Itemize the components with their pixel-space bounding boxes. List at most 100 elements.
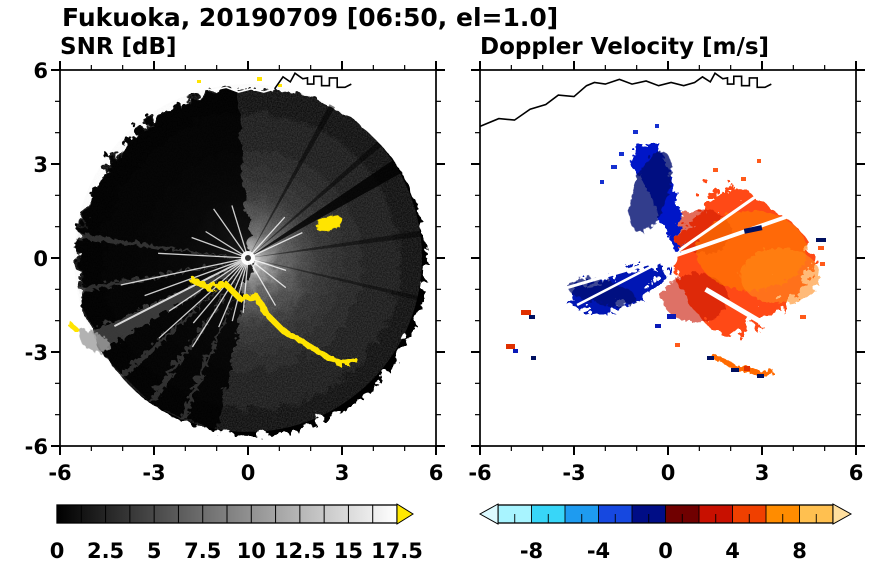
gray-ray — [76, 258, 248, 292]
doppler-south-specks — [655, 314, 676, 328]
echo-speck — [506, 344, 515, 349]
snr-ytick-label: 3 — [33, 153, 48, 177]
doppler-coastline — [480, 72, 772, 128]
navy-patch — [627, 148, 671, 230]
doppler-xtick-label: 6 — [849, 461, 864, 485]
dark-spoke — [248, 160, 401, 258]
snr-coastline-white — [174, 84, 275, 93]
echo-speck — [713, 168, 718, 172]
gray-ray — [75, 230, 248, 258]
echo-speck — [707, 356, 714, 360]
echo-speck — [675, 343, 680, 347]
snr-xtick-label: 3 — [335, 461, 350, 485]
doppler-axis-ticks — [471, 61, 865, 455]
snr-radar-site-dot — [245, 255, 251, 261]
snr-colorbar-tick-label: 10 — [237, 539, 266, 563]
snr-coastline-harbor — [273, 72, 352, 90]
doppler-clutter-specks — [707, 356, 764, 378]
doppler-colorbar-overflow-arrow — [832, 503, 853, 525]
navy-dash-echo — [816, 238, 826, 242]
snr-top-specks — [197, 77, 282, 87]
dark-spoke — [248, 141, 382, 258]
dark-spoke — [248, 230, 421, 258]
doppler-southwest-specks — [506, 310, 536, 360]
snr-rim-echo-blob — [78, 328, 111, 351]
doppler-colorbar-tick-label: 0 — [658, 539, 673, 563]
snr-ytick-label: 0 — [33, 247, 48, 271]
doppler-clutter-arc — [707, 351, 772, 376]
echo-speck — [820, 262, 825, 266]
echo-speck — [197, 80, 201, 83]
gray-ray — [145, 258, 248, 403]
echo-speck — [600, 180, 604, 184]
echo-speck — [655, 324, 661, 328]
orange-patch — [737, 245, 818, 302]
echo-speck — [531, 356, 536, 360]
doppler-plot-area — [480, 72, 826, 378]
doppler-blue-specks — [600, 124, 659, 184]
echo-speck — [744, 366, 750, 371]
dark-spoke — [248, 258, 418, 301]
snr-shadow-sector-west — [74, 84, 248, 429]
doppler-xtick-label: 0 — [661, 461, 676, 485]
snr-plot-area — [66, 72, 422, 432]
echo-speck — [257, 77, 262, 81]
doppler-positive-patches — [660, 207, 818, 320]
snr-colorbar-tick-label: 12.5 — [274, 539, 326, 563]
figure-title: Fukuoka, 20190709 [06:50, el=1.0] — [62, 3, 558, 32]
dark-spoke — [248, 104, 335, 258]
echo-speck — [278, 84, 282, 87]
snr-gray-beam-cone — [89, 258, 248, 351]
snr-xtick-label: -3 — [142, 461, 165, 485]
doppler-colorbar-tick-label: 4 — [725, 539, 740, 563]
snr-ytick-label: 6 — [33, 59, 48, 83]
echo-speck — [655, 124, 659, 128]
doppler-xtick-label: -3 — [562, 461, 585, 485]
navy-dash-echo — [743, 225, 763, 234]
echo-speck — [757, 374, 764, 378]
snr-colorbar-overflow-arrow — [396, 503, 414, 525]
dark-red-patch — [660, 271, 726, 320]
snr-axis-ticks — [51, 61, 445, 455]
snr-colorbar-tick-label: 15 — [334, 539, 363, 563]
snr-panel-title: SNR [dB] — [60, 34, 177, 60]
snr-xtick-label: 6 — [429, 461, 444, 485]
doppler-colorbar-tick-label: 8 — [792, 539, 807, 563]
snr-clutter-segment — [66, 320, 79, 333]
echo-speck — [757, 159, 761, 163]
snr-colorbar-tick-label: 7.5 — [184, 539, 221, 563]
snr-dark-spokes — [248, 104, 421, 301]
echo-speck — [521, 310, 531, 315]
echo-speck — [667, 314, 676, 319]
snr-colorbar-tick-label: 17.5 — [371, 539, 423, 563]
snr-clutter-arc — [187, 274, 356, 365]
doppler-colorbar-tick-label: -4 — [587, 539, 610, 563]
snr-strong-echo — [312, 213, 340, 231]
doppler-xtick-label: -6 — [468, 461, 491, 485]
snr-colorbar-tick-label: 2.5 — [87, 539, 124, 563]
doppler-white-gap-rays-sw — [561, 256, 669, 307]
doppler-edge-specks — [675, 159, 825, 347]
echo-speck — [611, 165, 617, 169]
snr-xtick-label: 0 — [241, 461, 256, 485]
doppler-colorbar-underflow-arrow — [478, 503, 499, 525]
echo-speck — [818, 246, 824, 250]
snr-colorbar-group: 0 2.5 5 7.5 10 12.5 15 17.5 — [50, 503, 423, 563]
doppler-panel-title: Doppler Velocity [m/s] — [480, 34, 769, 60]
doppler-radar-site-dot — [658, 248, 678, 268]
snr-ytick-label: -3 — [25, 341, 48, 365]
doppler-xtick-label: 3 — [755, 461, 770, 485]
echo-speck — [731, 368, 739, 372]
snr-colorbar-tick-label: 0 — [50, 539, 65, 563]
echo-speck — [513, 349, 518, 353]
echo-speck — [741, 177, 746, 181]
echo-speck — [800, 315, 806, 319]
echo-speck — [529, 315, 535, 319]
doppler-colorbar-tick-label: -8 — [520, 539, 543, 563]
snr-colorbar-tick-label: 5 — [147, 539, 162, 563]
echo-speck — [619, 152, 624, 156]
doppler-colorbar-group: -8 -4 0 4 8 — [478, 503, 853, 563]
